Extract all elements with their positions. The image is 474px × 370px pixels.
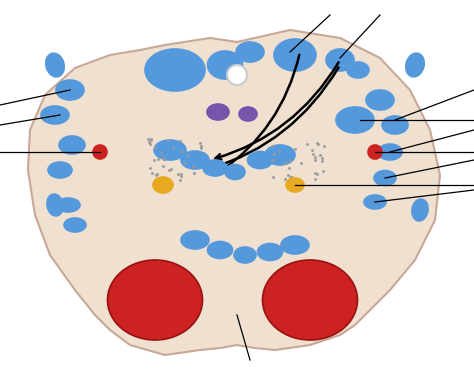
Ellipse shape xyxy=(203,160,227,176)
Ellipse shape xyxy=(236,42,264,62)
Ellipse shape xyxy=(108,260,202,340)
Ellipse shape xyxy=(336,107,374,133)
Ellipse shape xyxy=(59,136,85,154)
Ellipse shape xyxy=(364,195,386,209)
Ellipse shape xyxy=(41,106,69,124)
Ellipse shape xyxy=(64,218,86,232)
Ellipse shape xyxy=(56,80,84,100)
Ellipse shape xyxy=(257,243,283,260)
Ellipse shape xyxy=(181,151,209,169)
Ellipse shape xyxy=(93,145,107,159)
Ellipse shape xyxy=(374,171,396,185)
Ellipse shape xyxy=(225,165,245,179)
Ellipse shape xyxy=(326,49,354,71)
Ellipse shape xyxy=(47,194,63,216)
Ellipse shape xyxy=(263,260,357,340)
Ellipse shape xyxy=(247,151,273,168)
Circle shape xyxy=(227,65,247,85)
Ellipse shape xyxy=(382,116,408,134)
Ellipse shape xyxy=(368,145,382,159)
Ellipse shape xyxy=(181,231,209,249)
Ellipse shape xyxy=(378,144,402,160)
Ellipse shape xyxy=(153,177,173,193)
Ellipse shape xyxy=(56,198,80,212)
Ellipse shape xyxy=(239,107,257,121)
Ellipse shape xyxy=(366,90,394,110)
Ellipse shape xyxy=(234,247,256,263)
Ellipse shape xyxy=(154,140,186,160)
Ellipse shape xyxy=(412,199,428,221)
Ellipse shape xyxy=(145,49,205,91)
Ellipse shape xyxy=(208,242,233,259)
Ellipse shape xyxy=(48,162,72,178)
Ellipse shape xyxy=(347,62,369,78)
Ellipse shape xyxy=(46,53,64,77)
Polygon shape xyxy=(28,30,440,355)
Ellipse shape xyxy=(274,39,316,71)
Ellipse shape xyxy=(207,104,229,120)
Ellipse shape xyxy=(281,236,309,254)
Ellipse shape xyxy=(265,145,295,165)
Ellipse shape xyxy=(406,53,424,77)
Ellipse shape xyxy=(208,51,243,79)
Ellipse shape xyxy=(286,178,304,192)
